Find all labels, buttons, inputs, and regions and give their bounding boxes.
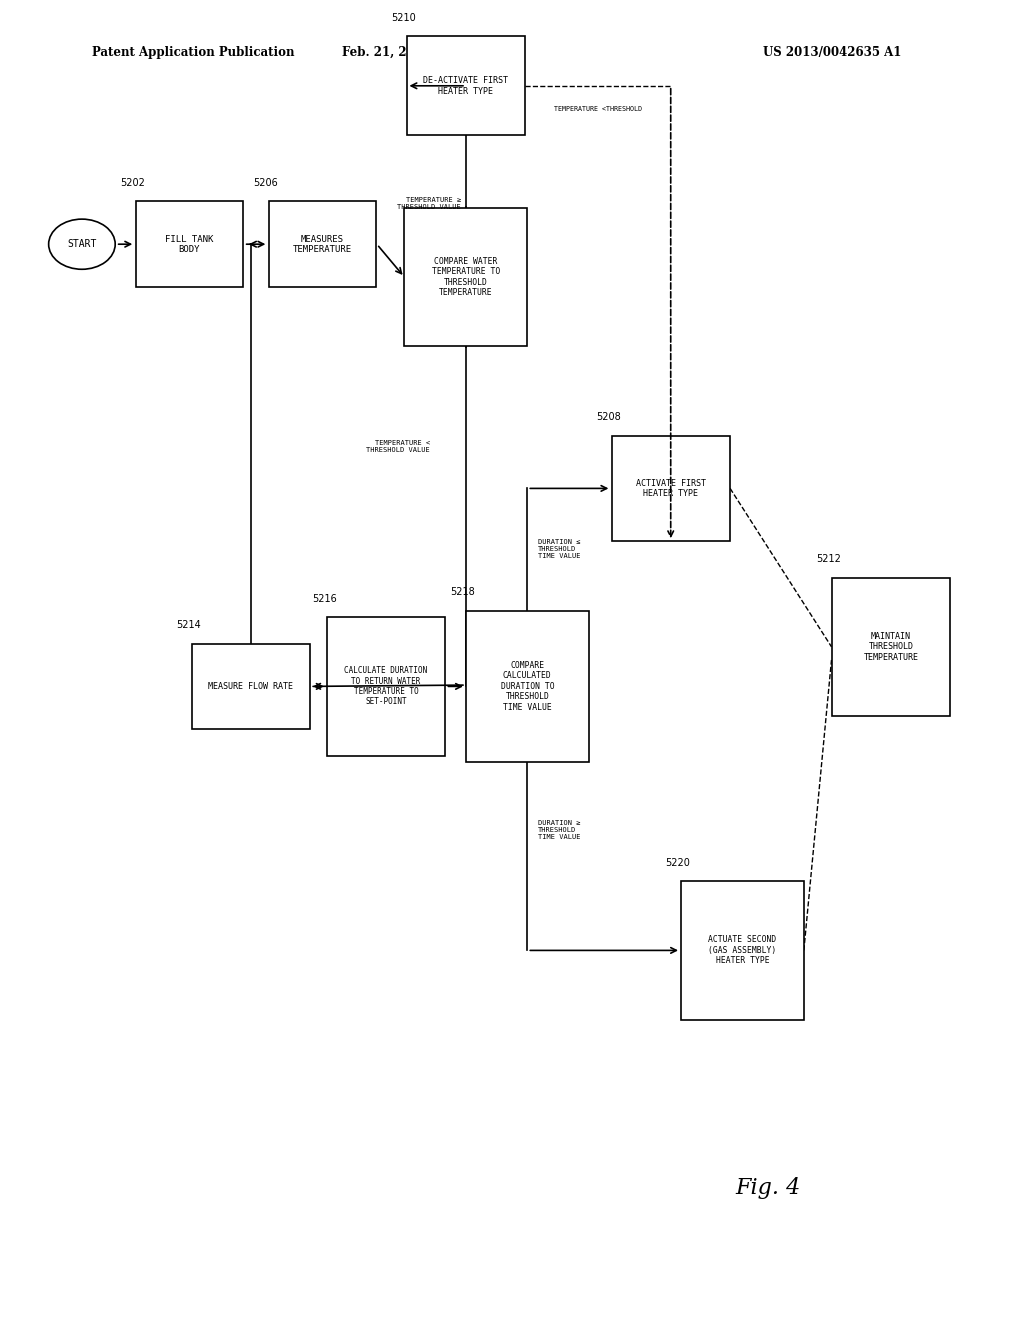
FancyBboxPatch shape [328, 618, 444, 755]
Text: TEMPERATURE ≥
THRESHOLD VALUE: TEMPERATURE ≥ THRESHOLD VALUE [397, 197, 461, 210]
FancyBboxPatch shape [831, 578, 950, 715]
FancyBboxPatch shape [681, 882, 804, 1019]
Text: 5202: 5202 [121, 178, 145, 189]
Text: FILL TANK
BODY: FILL TANK BODY [165, 235, 214, 253]
Text: 5220: 5220 [666, 858, 690, 869]
Text: ACTUATE SECOND
(GAS ASSEMBLY)
HEATER TYPE: ACTUATE SECOND (GAS ASSEMBLY) HEATER TYP… [709, 936, 776, 965]
Text: MAINTAIN
THRESHOLD
TEMPERATURE: MAINTAIN THRESHOLD TEMPERATURE [863, 632, 919, 661]
Text: Patent Application Publication: Patent Application Publication [92, 46, 295, 59]
Text: DURATION ≤
THRESHOLD
TIME VALUE: DURATION ≤ THRESHOLD TIME VALUE [538, 539, 581, 560]
Text: 5216: 5216 [311, 594, 337, 605]
Text: 5208: 5208 [596, 412, 622, 422]
FancyBboxPatch shape [466, 610, 589, 763]
Text: 5212: 5212 [817, 554, 842, 565]
FancyBboxPatch shape [408, 36, 525, 135]
Ellipse shape [49, 219, 115, 269]
Text: Feb. 21, 2013  Sheet 4 of 4: Feb. 21, 2013 Sheet 4 of 4 [342, 46, 518, 59]
Text: DURATION ≥
THRESHOLD
TIME VALUE: DURATION ≥ THRESHOLD TIME VALUE [538, 820, 581, 841]
Text: Fig. 4: Fig. 4 [735, 1177, 801, 1199]
Text: 5206: 5206 [254, 178, 279, 189]
Text: TEMPERATURE <THRESHOLD: TEMPERATURE <THRESHOLD [554, 106, 642, 112]
Text: 5210: 5210 [391, 13, 417, 22]
Text: MEASURE FLOW RATE: MEASURE FLOW RATE [208, 682, 294, 690]
FancyBboxPatch shape [612, 436, 729, 541]
FancyBboxPatch shape [193, 644, 309, 729]
Text: ACTIVATE FIRST
HEATER TYPE: ACTIVATE FIRST HEATER TYPE [636, 479, 706, 498]
Text: MEASURES
TEMPERATURE: MEASURES TEMPERATURE [293, 235, 352, 253]
Text: US 2013/0042635 A1: US 2013/0042635 A1 [763, 46, 901, 59]
Text: COMPARE WATER
TEMPERATURE TO
THRESHOLD
TEMPERATURE: COMPARE WATER TEMPERATURE TO THRESHOLD T… [432, 257, 500, 297]
Text: START: START [68, 239, 96, 249]
FancyBboxPatch shape [404, 207, 527, 346]
FancyBboxPatch shape [135, 202, 244, 288]
Text: CALCULATE DURATION
TO RETURN WATER
TEMPERATURE TO
SET-POINT: CALCULATE DURATION TO RETURN WATER TEMPE… [344, 667, 428, 706]
Text: 5214: 5214 [176, 620, 202, 631]
Text: DE-ACTIVATE FIRST
HEATER TYPE: DE-ACTIVATE FIRST HEATER TYPE [423, 77, 509, 95]
Text: TEMPERATURE <
THRESHOLD VALUE: TEMPERATURE < THRESHOLD VALUE [367, 441, 430, 453]
FancyBboxPatch shape [268, 202, 377, 288]
Text: 5218: 5218 [451, 587, 475, 597]
Text: COMPARE
CALCULATED
DURATION TO
THRESHOLD
TIME VALUE: COMPARE CALCULATED DURATION TO THRESHOLD… [501, 661, 554, 711]
